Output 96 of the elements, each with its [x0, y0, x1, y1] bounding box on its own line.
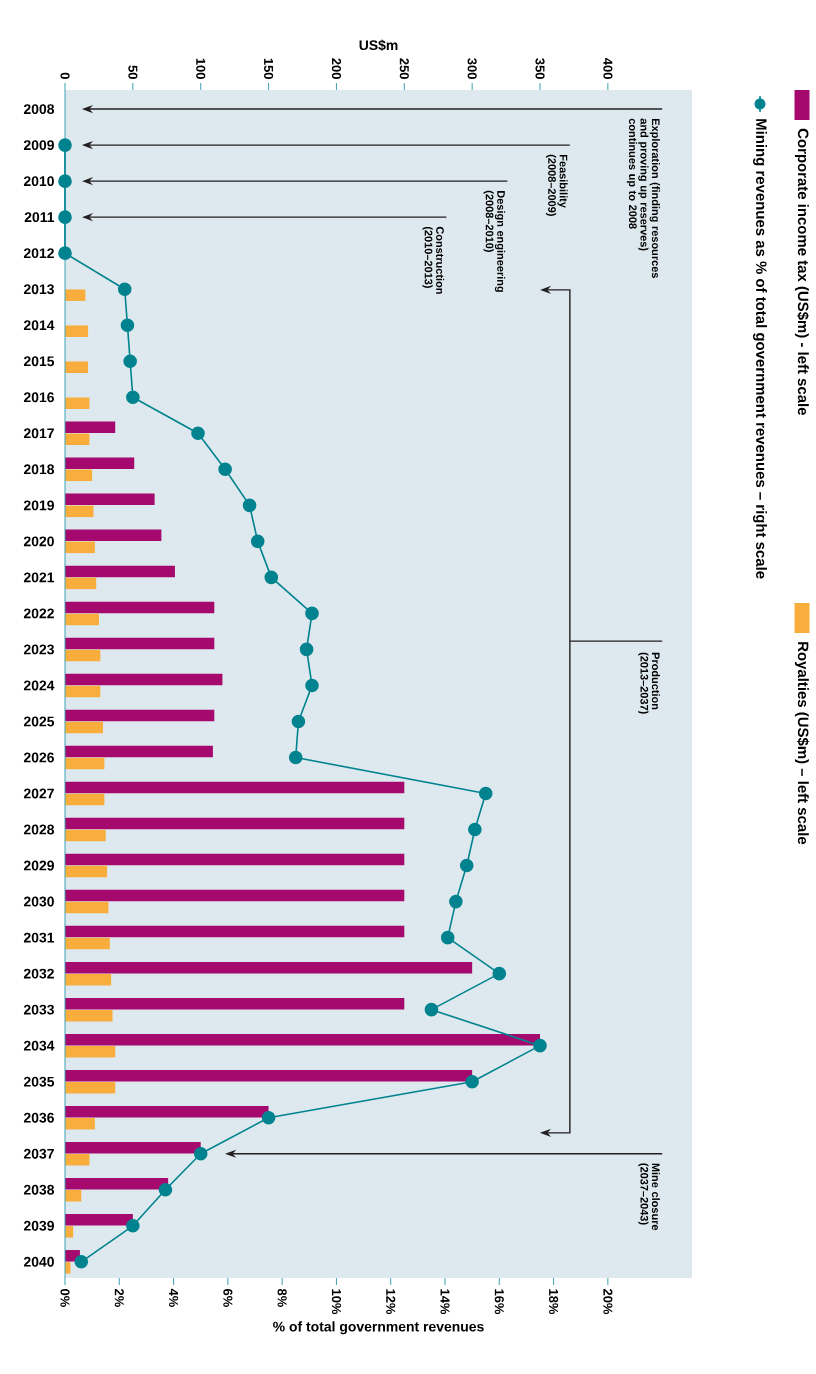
y-tick-label: 2035 — [23, 1076, 55, 1087]
annotation: Production (2013–2037) — [638, 652, 660, 714]
x2-tick-label: 100 — [196, 58, 206, 79]
point — [120, 318, 135, 333]
y-tick-label: 2011 — [24, 212, 55, 223]
point — [478, 786, 493, 801]
x-tick-label: 4% — [169, 1288, 179, 1307]
x-axis-title: % of total government revenues — [273, 1321, 484, 1335]
point — [117, 282, 132, 296]
point — [299, 642, 314, 657]
point — [264, 570, 279, 585]
y-tick-label: 2037 — [23, 1148, 54, 1159]
point — [74, 1255, 89, 1269]
x2-tick-label: 250 — [399, 58, 409, 79]
point — [291, 714, 306, 729]
point — [191, 426, 205, 441]
point — [123, 354, 137, 369]
y-tick-label: 2039 — [23, 1220, 54, 1231]
x2-tick-label: 350 — [535, 58, 545, 79]
x-tick-label: 16% — [494, 1289, 504, 1315]
y-tick-label: 2036 — [23, 1112, 54, 1123]
y-tick-label: 2026 — [23, 752, 54, 763]
annotation: Construction (2010–2013) — [422, 226, 445, 294]
point — [193, 1146, 208, 1161]
y-tick-label: 2012 — [23, 248, 54, 259]
legend-label: Royalties (US$m) – left scale — [794, 642, 810, 845]
x-tick-label: 2% — [114, 1288, 124, 1307]
x-tick-label: 10% — [331, 1289, 342, 1315]
y-tick-label: 2023 — [23, 644, 54, 655]
x-tick-label: 14% — [440, 1289, 450, 1315]
y-tick-label: 2024 — [23, 680, 55, 691]
point — [465, 1074, 479, 1089]
point — [305, 606, 319, 621]
point — [459, 858, 474, 873]
point — [424, 1002, 439, 1017]
y-tick-label: 2038 — [23, 1184, 55, 1195]
x-tick-label: 12% — [386, 1289, 396, 1315]
x-tick-label: 18% — [548, 1289, 559, 1315]
y-tick-label: 2016 — [23, 392, 54, 403]
y-tick-label: 2008 — [23, 104, 55, 115]
point — [288, 750, 303, 765]
y-tick-label: 2030 — [23, 896, 54, 907]
x2-tick-label: 150 — [263, 58, 274, 79]
point — [492, 966, 507, 981]
y-tick-label: 2028 — [23, 824, 55, 835]
y-tick-label: 2027 — [23, 788, 54, 799]
x-tick-label: 20% — [603, 1288, 613, 1315]
y-tick-label: 2025 — [23, 716, 55, 727]
y-tick-label: 2019 — [23, 500, 54, 511]
y-tick-label: 2017 — [23, 428, 54, 439]
x-tick-label: 6% — [223, 1289, 233, 1307]
y-tick-label: 2031 — [23, 932, 55, 943]
point — [305, 678, 319, 693]
x2-tick-label: 300 — [467, 58, 477, 79]
point — [242, 498, 257, 513]
y-tick-label: 2040 — [23, 1256, 54, 1267]
y-tick-label: 2034 — [23, 1040, 55, 1051]
annotation: Exploration (finding resources and proving up reserves) continues up to 2008 — [626, 118, 660, 278]
x2-axis-title: US$m — [359, 39, 398, 52]
y-tick-label: 2033 — [23, 1004, 54, 1015]
x2-tick-label: 200 — [331, 58, 342, 79]
point — [126, 390, 140, 405]
x2-tick-label: 0 — [60, 72, 70, 79]
annotation: Feasibility (2008–2009) — [545, 154, 568, 216]
x-tick-label: 8% — [277, 1288, 287, 1307]
point — [449, 894, 463, 909]
point — [440, 930, 455, 945]
y-tick-label: 2009 — [23, 140, 54, 151]
y-tick-label: 2029 — [23, 860, 54, 871]
point — [58, 246, 72, 260]
y-tick-label: 2020 — [23, 536, 54, 547]
y-tick-label: 2015 — [23, 356, 55, 367]
y-tick-label: 2014 — [23, 320, 55, 331]
y-tick-label: 2010 — [23, 176, 54, 187]
y-tick-label: 2032 — [23, 968, 54, 979]
point — [261, 1110, 276, 1125]
y-tick-label: 2018 — [23, 464, 55, 475]
legend-label: Mining revenues as % of total government revenues – right scale — [753, 119, 768, 579]
x-tick-label: 0% — [60, 1289, 70, 1307]
point — [58, 138, 72, 152]
point — [58, 174, 72, 188]
y-tick-label: 2021 — [23, 572, 55, 583]
x2-tick-label: 50 — [128, 65, 138, 79]
point — [533, 1038, 547, 1053]
point — [250, 534, 265, 549]
point — [58, 210, 72, 224]
y-tick-label: 2022 — [23, 608, 54, 619]
point — [468, 822, 482, 837]
point — [218, 462, 232, 477]
x2-tick-label: 400 — [603, 58, 613, 79]
point — [126, 1218, 140, 1233]
legend-label: Corporate income tax (US$m) - left scale — [794, 128, 810, 415]
point — [158, 1182, 173, 1197]
annotation: Design engineering (2008–2010) — [483, 190, 506, 292]
annotation: Mine closure (2037–2043) — [638, 1163, 660, 1231]
y-tick-label: 2013 — [23, 284, 54, 295]
